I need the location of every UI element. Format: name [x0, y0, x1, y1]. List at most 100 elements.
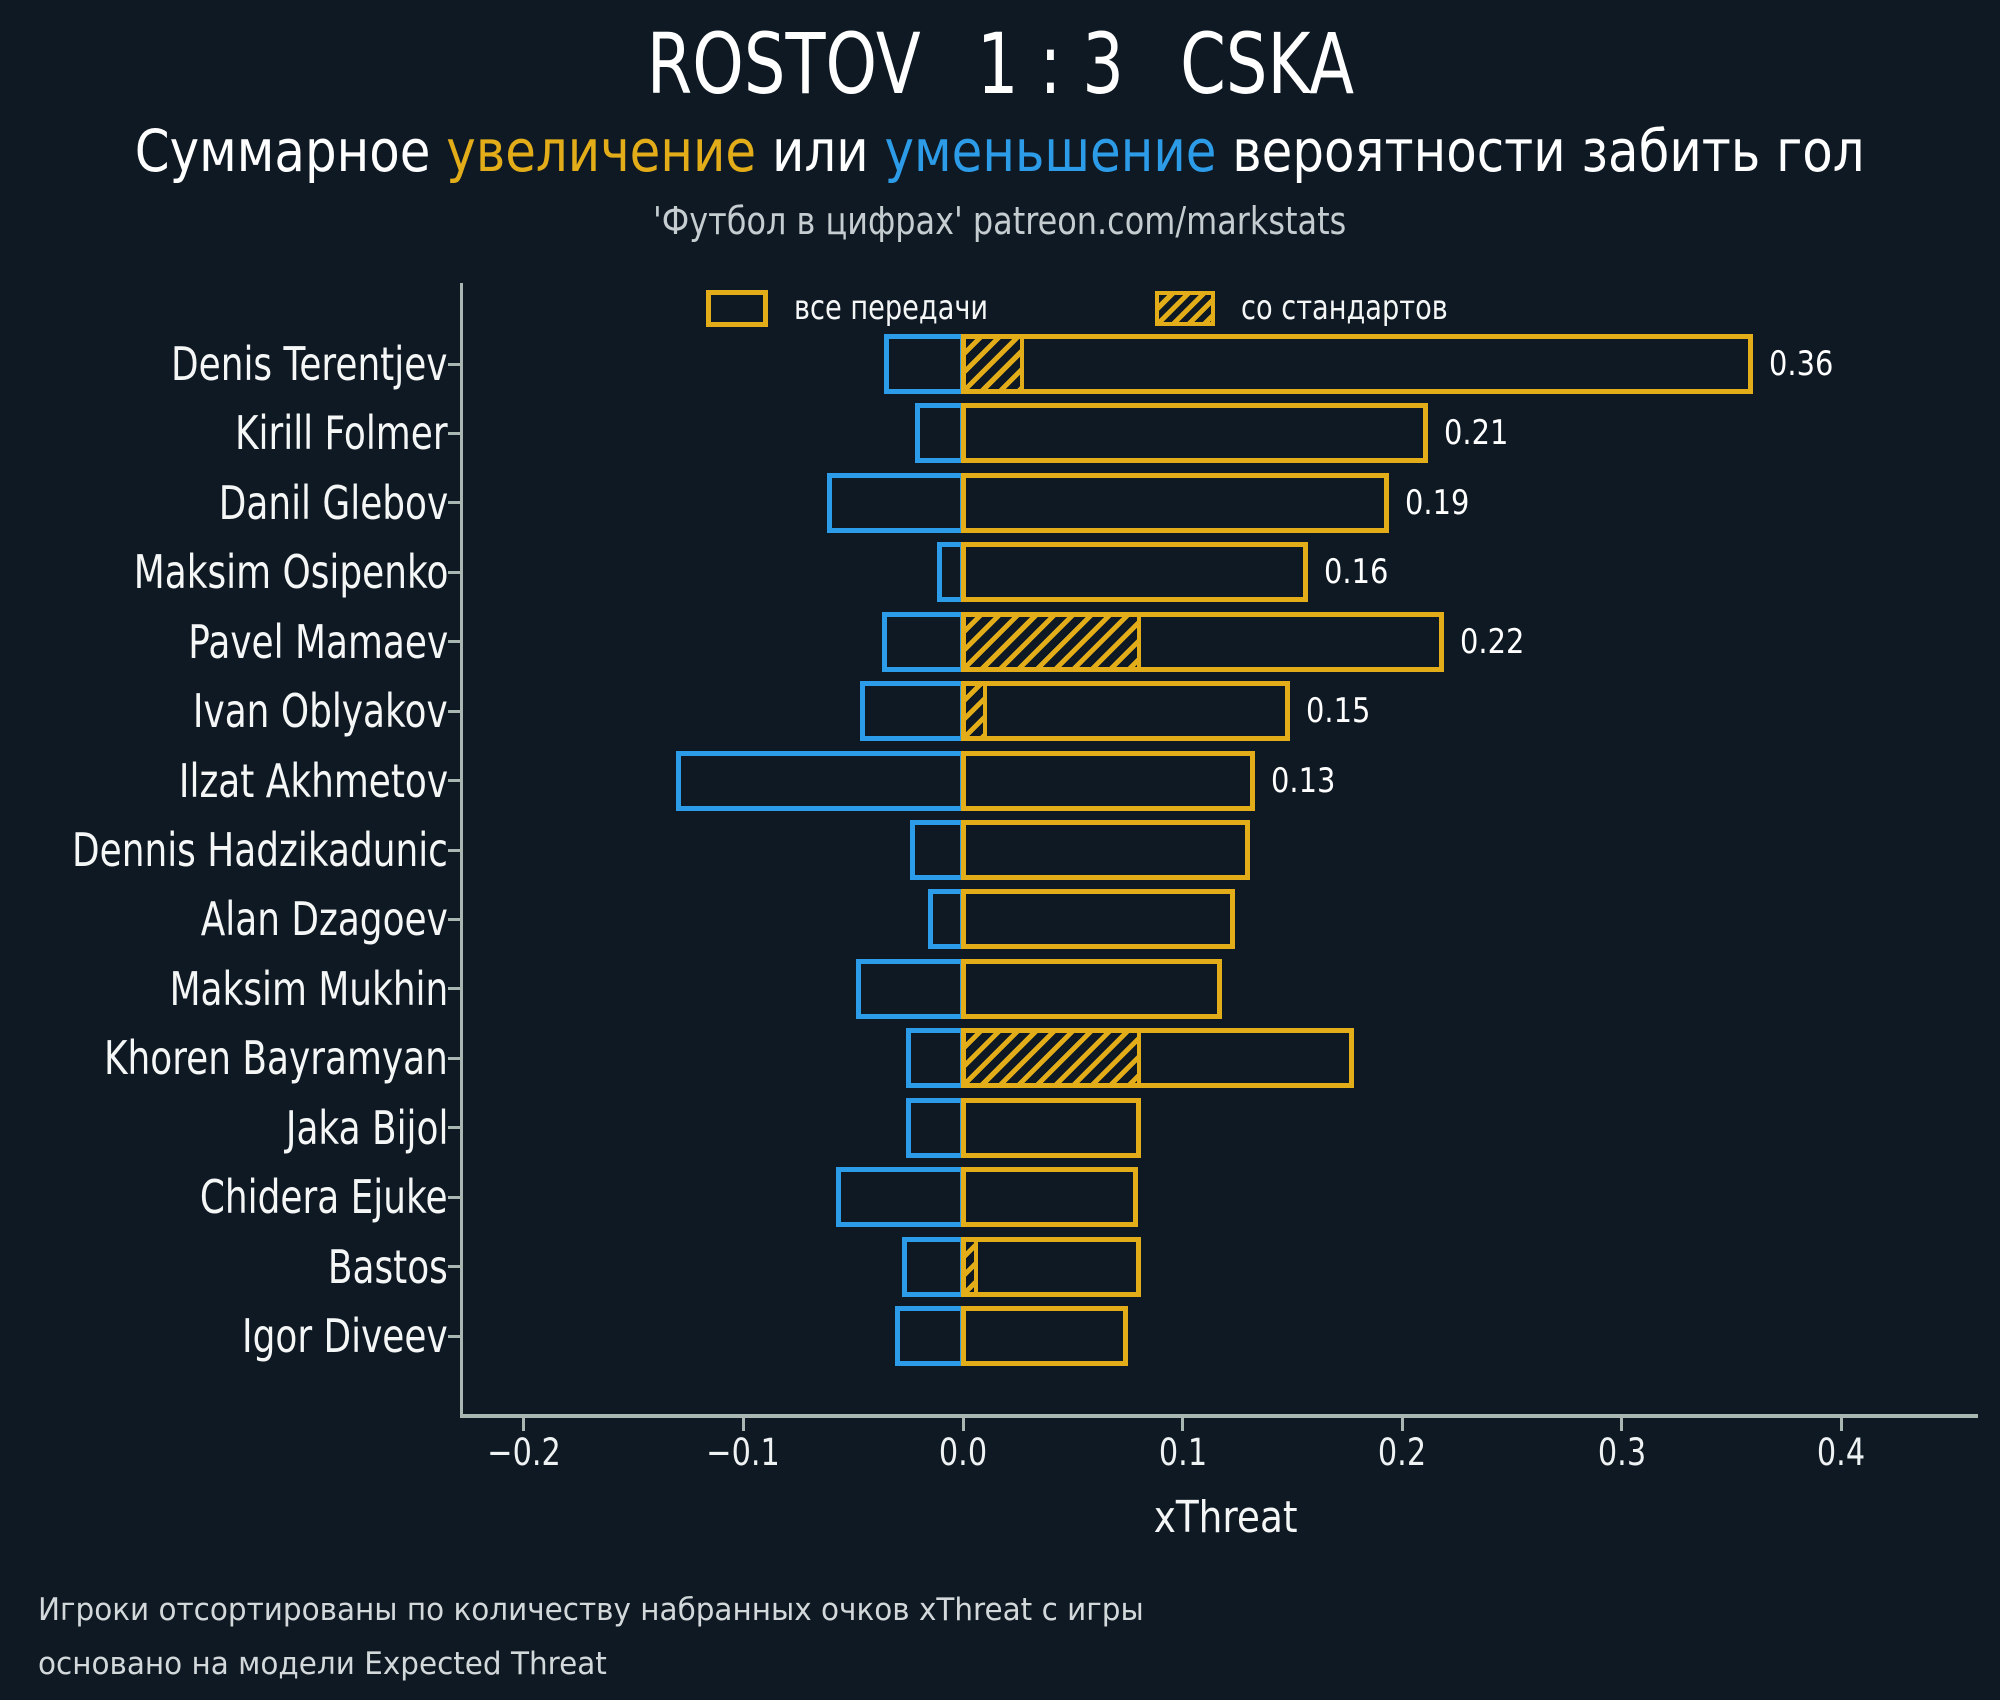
subtitle-part-1: увеличение [446, 117, 757, 185]
x-tick-label: 0.3 [1597, 1431, 1646, 1474]
bar-decrease [827, 472, 965, 533]
bar-decrease [901, 1236, 965, 1297]
bar-decrease [859, 681, 965, 742]
bar-decrease [906, 1028, 965, 1089]
bar-increase [961, 1306, 1128, 1367]
y-tick [448, 431, 460, 435]
legend-label-set-pieces: со стандартов [1240, 288, 1448, 328]
y-axis-spine [460, 283, 463, 1418]
bar-increase [961, 1097, 1141, 1158]
y-tick [448, 709, 460, 713]
y-tick [448, 1334, 460, 1338]
bar-decrease [914, 403, 965, 464]
bar-decrease [928, 889, 965, 950]
x-tick [522, 1418, 526, 1431]
x-tick [1400, 1418, 1404, 1431]
legend-label-all-passes: все передачи [794, 288, 989, 328]
match-title: ROSTOV 1 : 3 CSKA [0, 16, 2000, 112]
bar-increase [961, 820, 1251, 880]
y-tick [448, 570, 460, 574]
player-label: Alan Dzagoev [200, 892, 448, 947]
x-tick-label: −0.2 [486, 1431, 561, 1474]
player-label: Pavel Mamaev [188, 614, 448, 669]
player-label: Maksim Osipenko [133, 545, 448, 600]
value-label: 0.15 [1306, 691, 1371, 732]
bar-setpiece-overlay [961, 681, 987, 742]
y-tick [448, 1056, 460, 1060]
value-label: 0.16 [1323, 552, 1388, 593]
source-credit: 'Футбол в цифрах' patreon.com/markstats [0, 198, 2000, 244]
legend-swatch-all-passes [706, 289, 768, 327]
player-label: Khoren Bayramyan [104, 1031, 448, 1086]
player-label: Bastos [327, 1239, 448, 1294]
player-label: Chidera Ejuke [200, 1170, 448, 1225]
bar-decrease [881, 611, 965, 672]
bar-increase [961, 1236, 1141, 1297]
bar-setpiece-overlay [961, 1236, 979, 1297]
bar-increase [961, 889, 1236, 950]
bar-setpiece-overlay [961, 334, 1025, 394]
subtitle-part-4: вероятности забить гол [1216, 117, 1865, 185]
bar-increase [961, 472, 1389, 533]
value-label: 0.36 [1769, 344, 1834, 384]
player-label: Dennis Hadzikadunic [72, 823, 448, 877]
bar-increase [961, 681, 1290, 742]
y-tick [448, 640, 460, 644]
bar-increase [961, 1167, 1139, 1228]
bar-decrease [895, 1306, 965, 1367]
value-label: 0.13 [1270, 760, 1336, 801]
chart-subtitle: Суммарное увеличение или уменьшение веро… [0, 116, 2000, 186]
player-label: Danil Glebov [218, 475, 448, 530]
player-label: Jaka Bijol [285, 1100, 448, 1155]
y-tick [448, 1265, 460, 1269]
x-tick-label: 0.2 [1378, 1431, 1427, 1474]
bar-increase [961, 542, 1308, 603]
match-score: 1 : 3 [976, 15, 1124, 113]
y-tick [448, 1195, 460, 1199]
bar-decrease [835, 1167, 965, 1228]
x-axis-title: xThreat [1026, 1492, 1426, 1544]
x-tick [1181, 1418, 1185, 1431]
bar-setpiece-overlay [961, 611, 1141, 672]
source-credit-text: 'Футбол в цифрах' patreon.com/markstats [653, 199, 1347, 243]
subtitle-part-2: или [756, 117, 885, 185]
footnote-sorting: Игроки отсортированы по количеству набра… [38, 1592, 1144, 1628]
y-tick [448, 917, 460, 921]
player-label: Ilzat Akhmetov [178, 753, 448, 808]
x-tick-label: 0.4 [1817, 1431, 1866, 1474]
bar-increase [961, 403, 1429, 464]
player-label: Igor Diveev [242, 1309, 448, 1364]
legend-swatch-set-pieces [1154, 290, 1215, 326]
y-tick [448, 848, 460, 852]
value-label: 0.21 [1444, 413, 1509, 454]
y-tick [448, 987, 460, 991]
away-team-name: CSKA [1179, 15, 1354, 113]
player-label: Denis Terentjev [171, 337, 448, 391]
player-label: Maksim Mukhin [169, 961, 448, 1016]
bar-decrease [906, 1097, 965, 1158]
x-tick [741, 1418, 745, 1431]
x-tick-label: −0.1 [706, 1431, 781, 1474]
subtitle-part-0: Суммарное [135, 117, 447, 185]
x-tick-label: 0.0 [938, 1431, 988, 1474]
y-tick [448, 362, 460, 366]
y-tick [448, 1126, 460, 1130]
home-team-name: ROSTOV [646, 15, 921, 113]
x-tick [961, 1418, 965, 1431]
value-label: 0.22 [1459, 621, 1525, 662]
x-axis-title-text: xThreat [1154, 1492, 1298, 1543]
bar-decrease [910, 820, 965, 880]
x-tick-label: 0.1 [1158, 1431, 1207, 1474]
x-tick [1620, 1418, 1624, 1431]
x-tick [1839, 1418, 1843, 1431]
player-label: Kirill Folmer [235, 406, 448, 461]
player-label: Ivan Oblyakov [193, 684, 448, 739]
bar-setpiece-overlay [961, 1028, 1141, 1089]
subtitle-part-3: уменьшение [884, 117, 1217, 185]
value-label: 0.19 [1404, 482, 1470, 523]
y-tick [448, 501, 460, 505]
bar-increase [961, 750, 1255, 811]
bar-increase [961, 334, 1754, 394]
